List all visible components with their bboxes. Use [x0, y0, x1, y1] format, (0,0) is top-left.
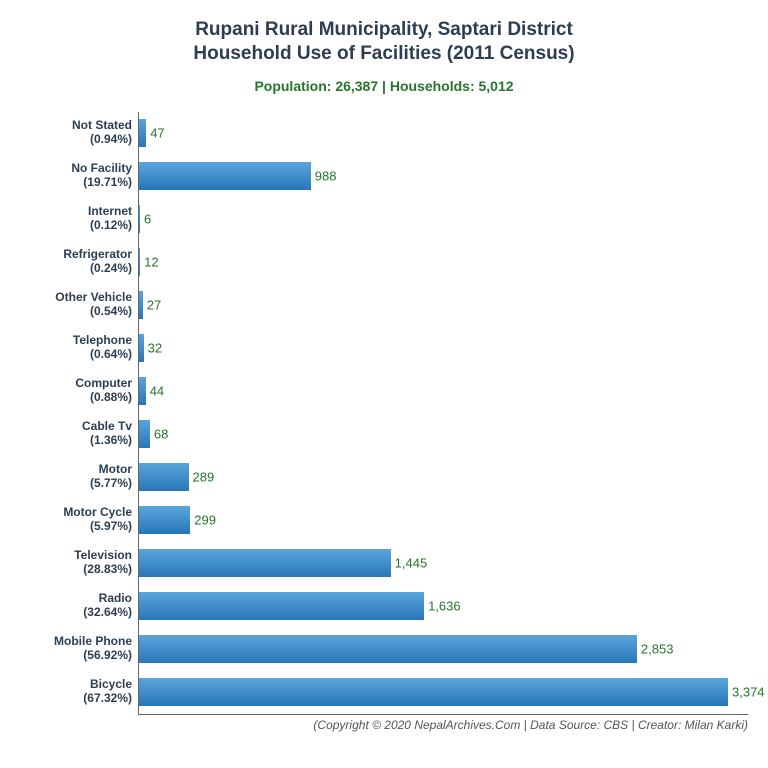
bar-row: Radio (32.64%) 1,636: [20, 585, 748, 628]
chart-subtitle: Population: 26,387 | Households: 5,012: [20, 78, 748, 94]
title-line-1: Rupani Rural Municipality, Saptari Distr…: [20, 18, 748, 42]
bar: [138, 377, 146, 405]
value-label: 299: [194, 513, 216, 528]
bar-cell: 44: [138, 370, 748, 413]
y-axis-label: Motor (5.77%): [20, 463, 138, 491]
value-label: 12: [144, 255, 158, 270]
bar: [138, 635, 637, 663]
bar-row: Internet (0.12%) 6: [20, 198, 748, 241]
bar-cell: 988: [138, 155, 748, 198]
y-axis-label: Mobile Phone (56.92%): [20, 635, 138, 663]
y-axis-label: Internet (0.12%): [20, 205, 138, 233]
y-axis-label: Cable Tv (1.36%): [20, 420, 138, 448]
y-axis-label: Television (28.83%): [20, 549, 138, 577]
bar-row: Bicycle (67.32%)3,374: [20, 671, 748, 714]
value-label: 1,445: [395, 556, 428, 571]
bar-cell: 1,636: [138, 585, 748, 628]
bar-row: Mobile Phone (56.92%) 2,853: [20, 628, 748, 671]
value-label: 32: [148, 341, 162, 356]
y-axis-line: [138, 112, 139, 714]
title-line-2: Household Use of Facilities (2011 Census…: [20, 42, 748, 66]
bar: [138, 592, 424, 620]
x-axis-line: [138, 714, 748, 715]
plot-area: Not Stated (0.94%) 47 No Facility (19.71%)…: [20, 112, 748, 714]
chart-title: Rupani Rural Municipality, Saptari Distr…: [20, 18, 748, 66]
bar: [138, 678, 728, 706]
bar-cell: 47: [138, 112, 748, 155]
y-axis-label: Refrigerator (0.24%): [20, 248, 138, 276]
bar-cell: 2,853: [138, 628, 748, 671]
y-axis-label: Motor Cycle (5.97%): [20, 506, 138, 534]
value-label: 68: [154, 427, 168, 442]
bar-row: Television (28.83%) 1,445: [20, 542, 748, 585]
value-label: 988: [315, 169, 337, 184]
bar-cell: 6: [138, 198, 748, 241]
bar-row: Cable Tv (1.36%) 68: [20, 413, 748, 456]
value-label: 44: [150, 384, 164, 399]
bar: [138, 463, 189, 491]
bar: [138, 420, 150, 448]
y-axis-label: Radio (32.64%): [20, 592, 138, 620]
bar-cell: 3,374: [138, 671, 748, 714]
bar-cell: 289: [138, 456, 748, 499]
bar: [138, 119, 146, 147]
y-axis-label: Bicycle (67.32%): [20, 678, 138, 706]
value-label: 47: [150, 126, 164, 141]
y-axis-label: Telephone (0.64%): [20, 334, 138, 362]
credit-line: (Copyright © 2020 NepalArchives.Com | Da…: [138, 718, 748, 732]
bar-row: No Facility (19.71%) 988: [20, 155, 748, 198]
y-axis-label: No Facility (19.71%): [20, 162, 138, 190]
bar: [138, 506, 190, 534]
value-label: 289: [193, 470, 215, 485]
bar-row: Telephone (0.64%) 32: [20, 327, 748, 370]
bar: [138, 549, 391, 577]
value-label: 1,636: [428, 599, 461, 614]
value-label: 6: [144, 212, 151, 227]
bar-row: Other Vehicle (0.54%) 27: [20, 284, 748, 327]
bar-cell: 299: [138, 499, 748, 542]
bar-row: Computer (0.88%) 44: [20, 370, 748, 413]
y-axis-label: Other Vehicle (0.54%): [20, 291, 138, 319]
y-axis-label: Computer (0.88%): [20, 377, 138, 405]
value-label: 2,853: [641, 642, 674, 657]
value-label: 3,374: [732, 685, 765, 700]
bar: [138, 162, 311, 190]
y-axis-label: Not Stated (0.94%): [20, 119, 138, 147]
bar-row: Motor (5.77%) 289: [20, 456, 748, 499]
chart-container: Rupani Rural Municipality, Saptari Distr…: [0, 0, 768, 768]
bar-cell: 68: [138, 413, 748, 456]
bar-row: Not Stated (0.94%) 47: [20, 112, 748, 155]
bar-row: Motor Cycle (5.97%) 299: [20, 499, 748, 542]
bar-cell: 32: [138, 327, 748, 370]
bar-cell: 12: [138, 241, 748, 284]
bar-cell: 27: [138, 284, 748, 327]
bar-cell: 1,445: [138, 542, 748, 585]
value-label: 27: [147, 298, 161, 313]
bar-row: Refrigerator (0.24%) 12: [20, 241, 748, 284]
